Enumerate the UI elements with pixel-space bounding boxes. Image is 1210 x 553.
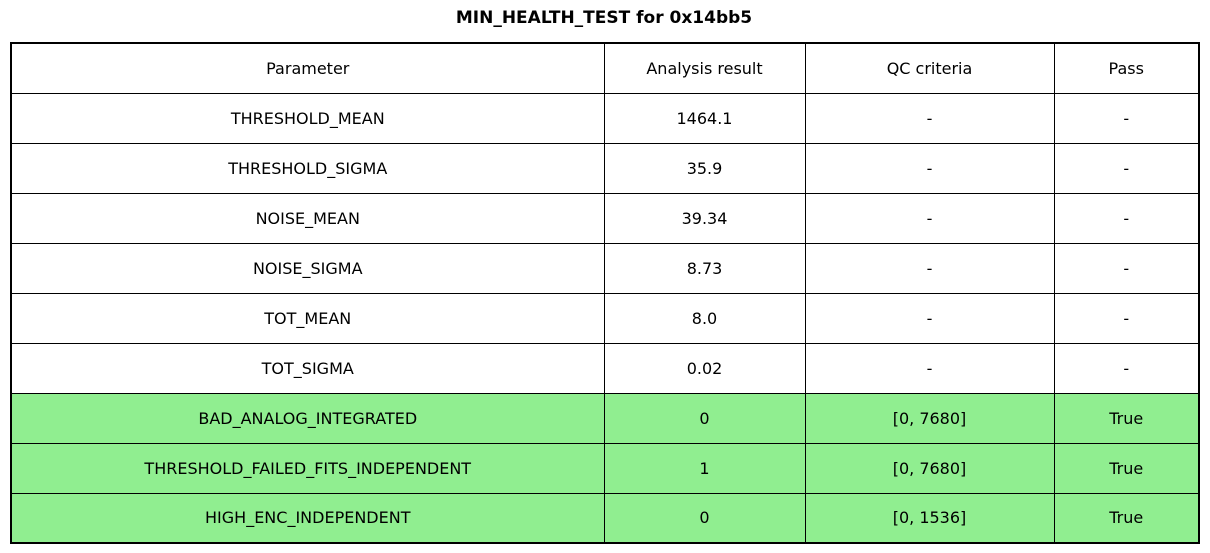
cell-pass: - [1053, 242, 1200, 294]
cell-parameter: NOISE_SIGMA [10, 242, 605, 294]
cell-pass: - [1053, 342, 1200, 394]
cell-parameter: TOT_SIGMA [10, 342, 605, 394]
cell-pass: - [1053, 92, 1200, 144]
cell-analysis-result: 0 [603, 392, 806, 444]
cell-qc-criteria: [0, 1536] [804, 492, 1055, 544]
header-row: Parameter Analysis result QC criteria Pa… [10, 42, 1200, 94]
cell-parameter: THRESHOLD_FAILED_FITS_INDEPENDENT [10, 442, 605, 494]
cell-parameter: HIGH_ENC_INDEPENDENT [10, 492, 605, 544]
cell-parameter: THRESHOLD_SIGMA [10, 142, 605, 194]
cell-qc-criteria: - [804, 292, 1055, 344]
table-row-passed: HIGH_ENC_INDEPENDENT 0 [0, 1536] True [10, 492, 1200, 544]
header-pass: Pass [1053, 42, 1200, 94]
cell-pass: - [1053, 292, 1200, 344]
cell-qc-criteria: - [804, 92, 1055, 144]
cell-analysis-result: 8.73 [603, 242, 806, 294]
cell-parameter: THRESHOLD_MEAN [10, 92, 605, 144]
cell-pass: - [1053, 142, 1200, 194]
table-row: TOT_MEAN 8.0 - - [10, 292, 1200, 344]
table-row: TOT_SIGMA 0.02 - - [10, 342, 1200, 394]
cell-analysis-result: 35.9 [603, 142, 806, 194]
header-analysis-result: Analysis result [603, 42, 806, 94]
cell-qc-criteria: - [804, 342, 1055, 394]
header-parameter: Parameter [10, 42, 605, 94]
cell-analysis-result: 1 [603, 442, 806, 494]
cell-analysis-result: 1464.1 [603, 92, 806, 144]
cell-pass: - [1053, 192, 1200, 244]
cell-qc-criteria: - [804, 242, 1055, 294]
header-qc-criteria: QC criteria [804, 42, 1055, 94]
cell-analysis-result: 0 [603, 492, 806, 544]
table-row: THRESHOLD_MEAN 1464.1 - - [10, 92, 1200, 144]
cell-analysis-result: 0.02 [603, 342, 806, 394]
table-row-passed: THRESHOLD_FAILED_FITS_INDEPENDENT 1 [0, … [10, 442, 1200, 494]
cell-qc-criteria: [0, 7680] [804, 392, 1055, 444]
cell-analysis-result: 39.34 [603, 192, 806, 244]
cell-pass: True [1053, 492, 1200, 544]
table-row-passed: BAD_ANALOG_INTEGRATED 0 [0, 7680] True [10, 392, 1200, 444]
cell-pass: True [1053, 392, 1200, 444]
table-row: NOISE_SIGMA 8.73 - - [10, 242, 1200, 294]
table-row: NOISE_MEAN 39.34 - - [10, 192, 1200, 244]
cell-parameter: BAD_ANALOG_INTEGRATED [10, 392, 605, 444]
cell-parameter: TOT_MEAN [10, 292, 605, 344]
health-test-table: Parameter Analysis result QC criteria Pa… [10, 42, 1200, 544]
cell-qc-criteria: [0, 7680] [804, 442, 1055, 494]
cell-qc-criteria: - [804, 142, 1055, 194]
table-row: THRESHOLD_SIGMA 35.9 - - [10, 142, 1200, 194]
cell-analysis-result: 8.0 [603, 292, 806, 344]
cell-parameter: NOISE_MEAN [10, 192, 605, 244]
cell-pass: True [1053, 442, 1200, 494]
cell-qc-criteria: - [804, 192, 1055, 244]
page-title: MIN_HEALTH_TEST for 0x14bb5 [455, 8, 753, 28]
